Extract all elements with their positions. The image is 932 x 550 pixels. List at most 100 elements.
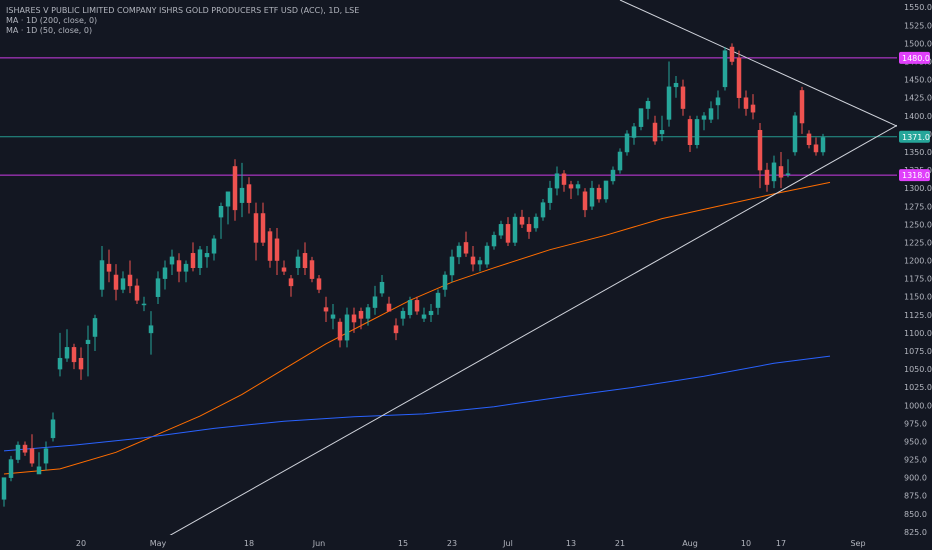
candle-body bbox=[813, 144, 819, 153]
candle-body bbox=[799, 90, 805, 124]
candle bbox=[1, 477, 7, 507]
candle bbox=[449, 249, 455, 283]
candle bbox=[435, 289, 441, 315]
candle-body bbox=[330, 314, 336, 319]
candle bbox=[743, 90, 749, 116]
candle bbox=[204, 246, 210, 268]
candle-body bbox=[64, 347, 70, 359]
candle bbox=[792, 112, 798, 156]
candle-body bbox=[673, 82, 679, 88]
candle-body bbox=[288, 278, 294, 287]
candle-body bbox=[596, 187, 602, 200]
candle bbox=[134, 278, 140, 304]
candle-body bbox=[624, 133, 630, 153]
symbol-title[interactable]: ISHARES V PUBLIC LIMITED COMPANY ISHRS G… bbox=[6, 6, 360, 15]
candle-body bbox=[554, 173, 560, 189]
candle-body bbox=[36, 466, 42, 475]
candle-body bbox=[22, 444, 28, 453]
candle-body bbox=[302, 253, 308, 269]
candle-body bbox=[267, 231, 273, 261]
candle-body bbox=[414, 300, 420, 312]
candle-body bbox=[421, 314, 427, 319]
candle-body bbox=[274, 238, 280, 261]
candle bbox=[736, 50, 742, 109]
level-badge-label: 1371.0 bbox=[902, 133, 930, 142]
candle-body bbox=[148, 325, 154, 334]
price-tick-label: 825.0 bbox=[904, 528, 927, 537]
candle bbox=[778, 151, 784, 189]
candle-body bbox=[372, 296, 378, 308]
candle bbox=[344, 307, 350, 348]
candle bbox=[57, 332, 63, 377]
candle-body bbox=[757, 130, 763, 171]
price-tick-label: 1000.0 bbox=[904, 401, 932, 410]
candle bbox=[820, 133, 826, 156]
candle-body bbox=[113, 274, 119, 290]
candle-body bbox=[197, 249, 203, 269]
candle bbox=[78, 347, 84, 380]
candle-body bbox=[351, 314, 357, 323]
candle bbox=[323, 296, 329, 323]
candle-body bbox=[463, 242, 469, 254]
price-tick-label: 1350.0 bbox=[904, 148, 932, 157]
candle bbox=[645, 97, 651, 120]
candle-body bbox=[358, 310, 364, 319]
price-tick-label: 1025.0 bbox=[904, 383, 932, 392]
candle bbox=[379, 275, 385, 297]
candle-body bbox=[211, 238, 217, 254]
ma200-legend[interactable]: MA · 1D (200, close, 0) bbox=[6, 16, 98, 25]
candle bbox=[687, 115, 693, 152]
candle bbox=[36, 452, 42, 475]
candle-body bbox=[638, 108, 644, 127]
time-tick-label: 20 bbox=[76, 539, 86, 548]
candle bbox=[176, 253, 182, 283]
trendline-2 bbox=[619, 0, 897, 127]
candle-body bbox=[169, 256, 175, 265]
candle bbox=[463, 231, 469, 257]
trendline-1 bbox=[169, 124, 897, 535]
candle-body bbox=[239, 187, 245, 203]
candle bbox=[533, 213, 539, 232]
candle-body bbox=[484, 245, 490, 265]
candle-body bbox=[323, 307, 329, 312]
price-tick-label: 925.0 bbox=[904, 456, 927, 465]
candle bbox=[428, 303, 434, 323]
candle bbox=[225, 191, 231, 225]
time-tick-label: 15 bbox=[398, 539, 408, 548]
candle bbox=[498, 220, 504, 239]
candle-body bbox=[505, 224, 511, 243]
candle-body bbox=[50, 419, 56, 439]
candle-body bbox=[134, 285, 140, 301]
candle bbox=[393, 318, 399, 341]
candle bbox=[309, 256, 315, 283]
price-tick-label: 1200.0 bbox=[904, 257, 932, 266]
candle-body bbox=[106, 263, 112, 272]
candle bbox=[155, 271, 161, 304]
candle bbox=[715, 90, 721, 120]
candle-body bbox=[771, 162, 777, 182]
time-tick-label: 17 bbox=[776, 539, 786, 548]
candle-body bbox=[246, 184, 252, 203]
candle bbox=[806, 130, 812, 149]
candle-body bbox=[687, 119, 693, 145]
price-tick-label: 1300.0 bbox=[904, 184, 932, 193]
candle bbox=[15, 441, 21, 464]
candle-body bbox=[519, 216, 525, 225]
candle bbox=[638, 108, 644, 131]
candle-body bbox=[127, 274, 133, 287]
price-tick-label: 1250.0 bbox=[904, 220, 932, 229]
candle bbox=[540, 199, 546, 221]
candle bbox=[456, 242, 462, 265]
candle-body bbox=[155, 278, 161, 297]
candle-body bbox=[736, 57, 742, 98]
price-tick-label: 875.0 bbox=[904, 492, 927, 501]
candle-body bbox=[715, 97, 721, 106]
candle bbox=[148, 311, 154, 355]
ma50-legend[interactable]: MA · 1D (50, close, 0) bbox=[6, 26, 93, 35]
candle-body bbox=[232, 166, 238, 211]
candle-body bbox=[162, 267, 168, 279]
